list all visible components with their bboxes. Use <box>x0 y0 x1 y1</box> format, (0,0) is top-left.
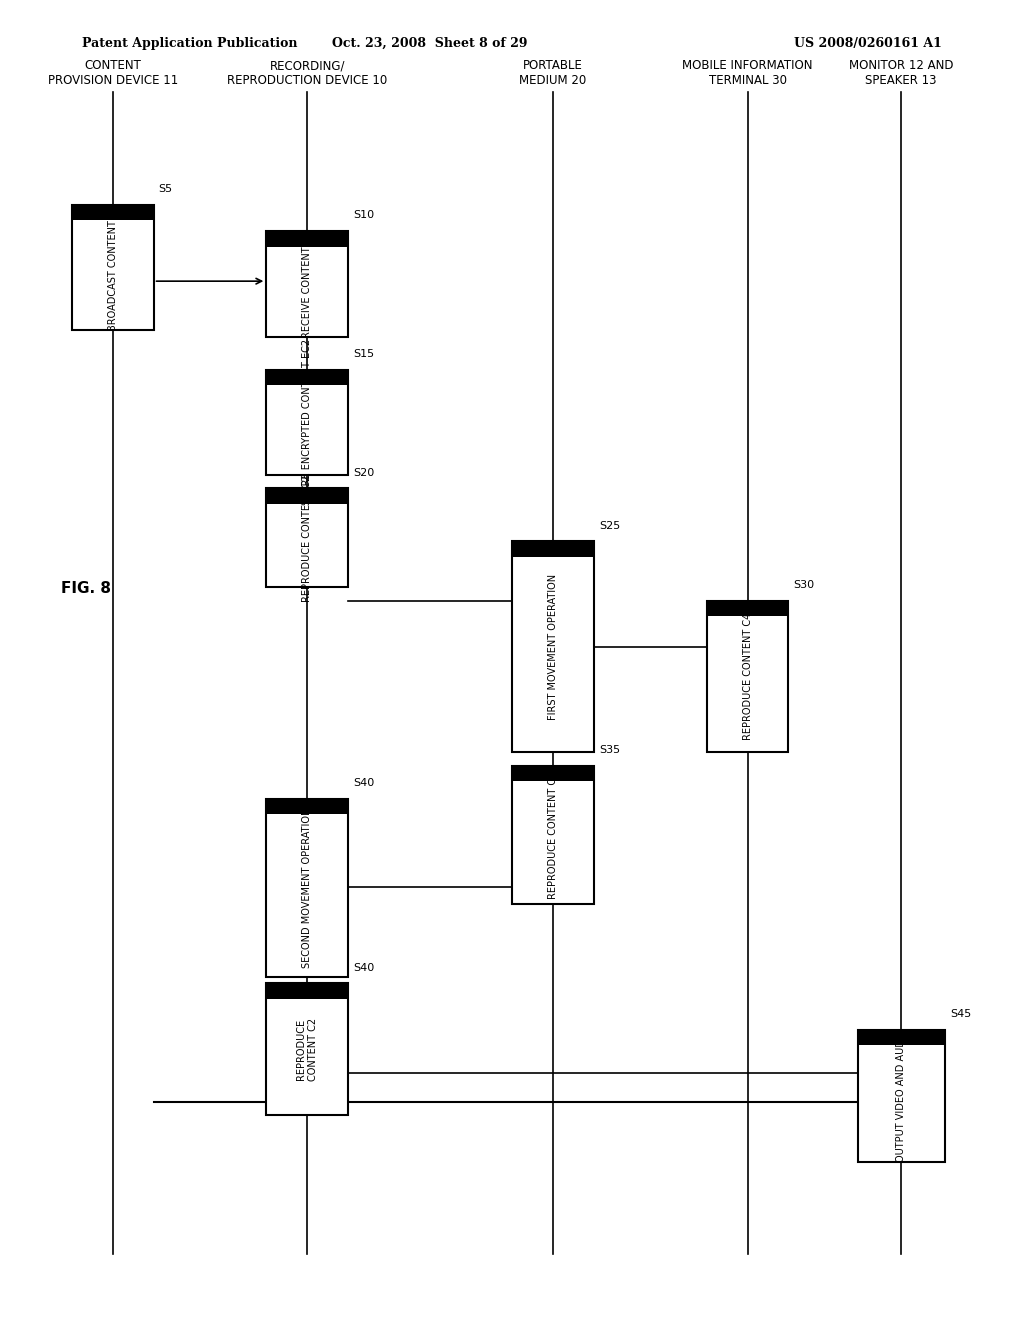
Text: CONTENT
PROVISION DEVICE 11: CONTENT PROVISION DEVICE 11 <box>47 59 178 87</box>
Bar <box>72 205 154 220</box>
Text: S45: S45 <box>950 1008 971 1019</box>
Text: SECOND MOVEMENT OPERATION: SECOND MOVEMENT OPERATION <box>302 808 312 968</box>
Text: STORE ENCRYPTED CONTENT EC2: STORE ENCRYPTED CONTENT EC2 <box>302 339 312 506</box>
Text: RECEIVE CONTENT C2: RECEIVE CONTENT C2 <box>302 230 312 338</box>
Bar <box>266 983 348 999</box>
Bar <box>512 766 594 781</box>
Bar <box>72 205 154 330</box>
Bar <box>266 799 348 977</box>
Bar <box>266 370 348 385</box>
Bar <box>266 488 348 587</box>
Text: S20: S20 <box>353 467 375 478</box>
Bar <box>266 799 348 814</box>
Text: MOBILE INFORMATION
TERMINAL 30: MOBILE INFORMATION TERMINAL 30 <box>682 59 813 87</box>
Text: US 2008/0260161 A1: US 2008/0260161 A1 <box>795 37 942 50</box>
Bar <box>266 231 348 247</box>
Text: REPRODUCE CONTENT C4: REPRODUCE CONTENT C4 <box>742 612 753 741</box>
Text: S5: S5 <box>159 183 173 194</box>
Text: Oct. 23, 2008  Sheet 8 of 29: Oct. 23, 2008 Sheet 8 of 29 <box>333 37 527 50</box>
Bar <box>858 1030 944 1162</box>
Bar <box>266 488 348 504</box>
Text: FIRST MOVEMENT OPERATION: FIRST MOVEMENT OPERATION <box>548 574 558 719</box>
Bar <box>512 766 594 904</box>
Text: S40: S40 <box>353 962 375 973</box>
Bar <box>266 983 348 1115</box>
Bar <box>266 231 348 337</box>
Text: S15: S15 <box>353 348 375 359</box>
Text: Patent Application Publication: Patent Application Publication <box>82 37 297 50</box>
Bar <box>512 541 594 752</box>
Text: REPRODUCE CONTENT C4: REPRODUCE CONTENT C4 <box>548 771 558 899</box>
Text: S35: S35 <box>599 744 621 755</box>
Text: BROADCAST CONTENT C2: BROADCAST CONTENT C2 <box>108 203 118 331</box>
Text: PORTABLE
MEDIUM 20: PORTABLE MEDIUM 20 <box>519 59 587 87</box>
Bar <box>707 601 788 616</box>
Bar <box>707 601 788 752</box>
Text: REPRODUCE
CONTENT C2: REPRODUCE CONTENT C2 <box>296 1018 318 1081</box>
Text: MONITOR 12 AND
SPEAKER 13: MONITOR 12 AND SPEAKER 13 <box>849 59 953 87</box>
Text: OUTPUT VIDEO AND AUDIO: OUTPUT VIDEO AND AUDIO <box>896 1028 906 1163</box>
Bar <box>858 1030 944 1045</box>
Bar <box>266 370 348 475</box>
Text: S30: S30 <box>794 579 815 590</box>
Text: REPRODUCE CONTENT C2: REPRODUCE CONTENT C2 <box>302 474 312 602</box>
Text: S25: S25 <box>599 520 621 531</box>
Text: S40: S40 <box>353 777 375 788</box>
Text: S10: S10 <box>353 210 375 220</box>
Bar <box>512 541 594 557</box>
Text: RECORDING/
REPRODUCTION DEVICE 10: RECORDING/ REPRODUCTION DEVICE 10 <box>227 59 387 87</box>
Text: FIG. 8: FIG. 8 <box>61 581 112 595</box>
